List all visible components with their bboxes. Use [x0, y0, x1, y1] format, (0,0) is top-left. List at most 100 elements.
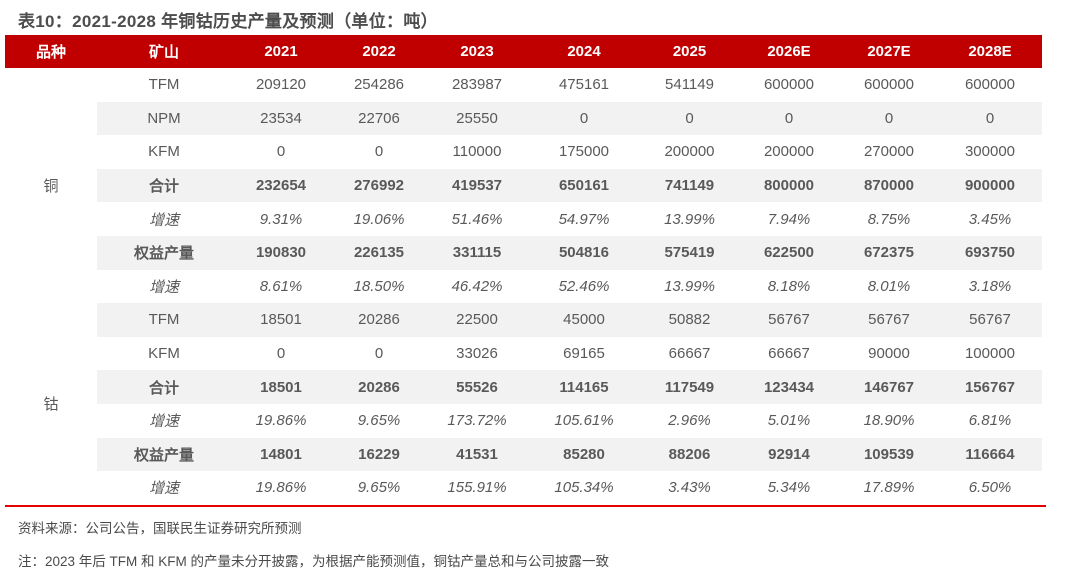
value-cell: 41531 [427, 437, 527, 472]
value-cell: 51.46% [451, 210, 503, 228]
value-cell: 18501 [231, 303, 331, 337]
value-cell: 672375 [840, 235, 938, 270]
value-cell: 22706 [331, 101, 427, 136]
value-cell: 283987 [451, 76, 503, 94]
value-cell: 0 [374, 143, 384, 161]
value-cell: 56767 [840, 303, 938, 337]
value-cell: 19.86% [255, 412, 307, 430]
value-cell: 55526 [427, 370, 527, 404]
value-cell: 175000 [558, 143, 610, 161]
value-cell: 200000 [763, 143, 815, 161]
row-label: KFM [148, 345, 180, 363]
value-cell: 17.89% [863, 479, 915, 497]
row-label: 增速 [148, 413, 179, 431]
header-cell: 2025 [641, 35, 738, 68]
value-cell: 3.45% [968, 210, 1012, 228]
value-cell: 117549 [641, 370, 738, 404]
value-cell: 109539 [840, 437, 938, 472]
header-cell: 2023 [427, 35, 527, 68]
value-cell: 6.81% [968, 412, 1012, 430]
value-cell: 20286 [331, 303, 427, 337]
value-cell: 300000 [964, 143, 1016, 161]
value-cell: 105.34% [554, 479, 614, 497]
value-cell: 209120 [255, 76, 307, 94]
value-cell: 0 [276, 143, 286, 161]
value-cell: 622500 [738, 235, 840, 270]
value-cell: 0 [527, 101, 641, 136]
production-table: 品种 矿山 2021 2022 2023 2024 2025 2026E 2027E 2028E … [5, 35, 1042, 505]
value-cell: 13.99% [664, 210, 715, 228]
value-cell: 85280 [527, 437, 641, 472]
table-row: 铜 TFM 209120 254286 283987 475161 541149 600000… [5, 68, 1042, 304]
table-row: KFM 0 0 33026 69165 66667 66667 90000 100000 [5, 337, 1042, 371]
value-cell: 69165 [563, 345, 605, 363]
value-cell: 270000 [863, 143, 915, 161]
header-cell: 2021 [231, 35, 331, 68]
value-cell: 156767 [938, 370, 1042, 404]
value-cell: 800000 [738, 168, 840, 203]
value-cell: 18501 [231, 370, 331, 404]
value-cell: 114165 [527, 370, 641, 404]
value-cell: 600000 [863, 76, 915, 94]
value-cell: 3.18% [968, 277, 1012, 295]
value-cell: 331115 [427, 235, 527, 270]
value-cell: 9.65% [357, 412, 401, 430]
value-cell: 66667 [668, 345, 711, 363]
value-cell: 600000 [964, 76, 1016, 94]
value-cell: 0 [738, 101, 840, 136]
value-cell: 504816 [527, 235, 641, 270]
value-cell: 20286 [331, 370, 427, 404]
value-cell: 105.61% [554, 412, 614, 430]
value-cell: 190830 [231, 235, 331, 270]
header-cell: 2024 [527, 35, 641, 68]
table-row: 合计 232654 276992 419537 650161 741149 800000 87… [5, 168, 1042, 203]
row-label: 合计 [97, 168, 231, 203]
value-cell: 9.31% [259, 210, 303, 228]
value-cell: 88206 [641, 437, 738, 472]
value-cell: 0 [840, 101, 938, 136]
row-label: 权益产量 [97, 235, 231, 270]
value-cell: 19.06% [353, 210, 405, 228]
value-cell: 226135 [331, 235, 427, 270]
value-cell: 6.50% [968, 479, 1012, 497]
value-cell: 100000 [964, 345, 1016, 363]
value-cell: 5.01% [767, 412, 811, 430]
value-cell: 8.01% [867, 277, 911, 295]
table-row: 钴 TFM 18501 20286 22500 45000 50882 56767 56767 5… [5, 303, 1042, 505]
table-row: 权益产量 14801 16229 41531 85280 88206 92914 109539… [5, 437, 1042, 472]
table-row: 增速 19.86% 9.65% 155.91% 105.34% 3.43% 5.34% 17.… [5, 471, 1042, 505]
row-label: 合计 [97, 370, 231, 404]
value-cell: 9.65% [357, 479, 401, 497]
value-cell: 18.50% [353, 277, 405, 295]
table-row: 合计 18501 20286 55526 114165 117549 123434 14676… [5, 370, 1042, 404]
value-cell: 0 [276, 345, 286, 363]
table-row: NPM 23534 22706 25550 0 0 0 0 0 [5, 101, 1042, 136]
value-cell: 146767 [840, 370, 938, 404]
value-cell: 5.34% [767, 479, 811, 497]
row-label: 权益产量 [97, 437, 231, 472]
source-note: 资料来源：公司公告，国联民生证券研究所预测 [18, 521, 302, 536]
header-cell: 2027E [840, 35, 938, 68]
value-cell: 693750 [938, 235, 1042, 270]
value-cell: 92914 [738, 437, 840, 472]
value-cell: 475161 [558, 76, 610, 94]
value-cell: 276992 [331, 168, 427, 203]
row-label: KFM [148, 143, 180, 161]
value-cell: 600000 [763, 76, 815, 94]
value-cell: 66667 [768, 345, 810, 363]
value-cell: 19.86% [255, 479, 307, 497]
species-cell: 铜 [5, 68, 97, 304]
value-cell: 0 [938, 101, 1042, 136]
value-cell: 50882 [641, 303, 738, 337]
value-cell: 13.99% [664, 277, 715, 295]
value-cell: 650161 [527, 168, 641, 203]
value-cell: 575419 [641, 235, 738, 270]
value-cell: 45000 [527, 303, 641, 337]
row-label: TFM [97, 303, 231, 337]
red-divider-line [5, 505, 1046, 507]
value-cell: 900000 [938, 168, 1042, 203]
header-cell: 2028E [938, 35, 1042, 68]
table-row: 增速 19.86% 9.65% 173.72% 105.61% 2.96% 5.01% 18.… [5, 404, 1042, 438]
value-cell: 54.97% [558, 210, 610, 228]
